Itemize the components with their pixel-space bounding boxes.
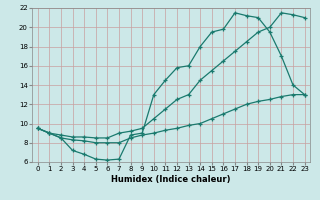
X-axis label: Humidex (Indice chaleur): Humidex (Indice chaleur) — [111, 175, 231, 184]
